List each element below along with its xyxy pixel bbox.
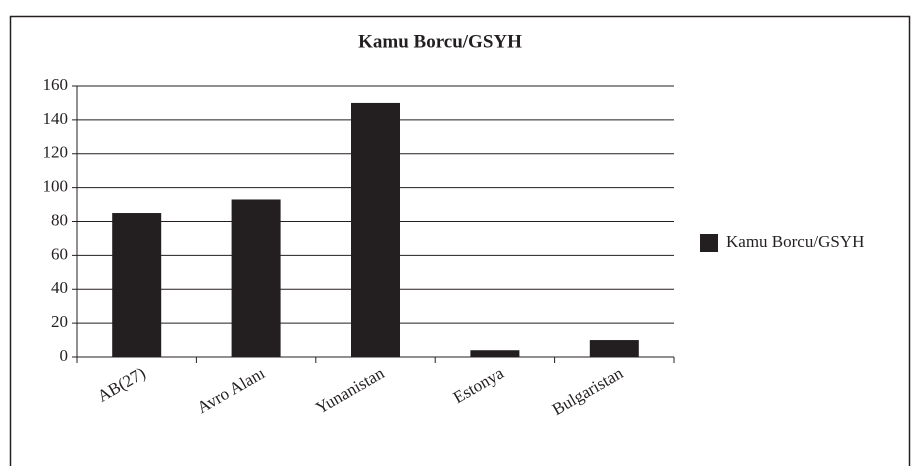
y-tick-label: 100: [43, 177, 69, 196]
bar: [470, 350, 520, 357]
y-tick-label: 120: [43, 143, 69, 162]
y-tick-label: 0: [60, 346, 69, 365]
chart-title: Kamu Borcu/GSYH: [358, 31, 522, 52]
y-tick-label: 160: [43, 75, 69, 94]
y-tick-label: 80: [51, 210, 68, 229]
x-tick-label: Avro Alanı: [194, 363, 268, 417]
x-tick-label: Estonya: [450, 363, 507, 407]
chart-frame: [9, 15, 911, 466]
y-tick-label: 20: [51, 312, 68, 331]
bar: [351, 102, 400, 357]
y-tick-label: 40: [51, 278, 68, 297]
bar: [589, 340, 639, 357]
bar: [112, 213, 162, 357]
legend-label: Kamu Borcu/GSYH: [726, 232, 864, 251]
y-tick-label: 60: [51, 244, 68, 263]
x-tick-label: Yunanistan: [313, 363, 388, 417]
legend-swatch: [700, 234, 718, 252]
y-tick-label: 140: [43, 109, 69, 128]
bar: [231, 199, 281, 357]
x-tick-label: AB(27): [94, 363, 148, 405]
x-tick-label: Bulgaristan: [549, 363, 627, 419]
